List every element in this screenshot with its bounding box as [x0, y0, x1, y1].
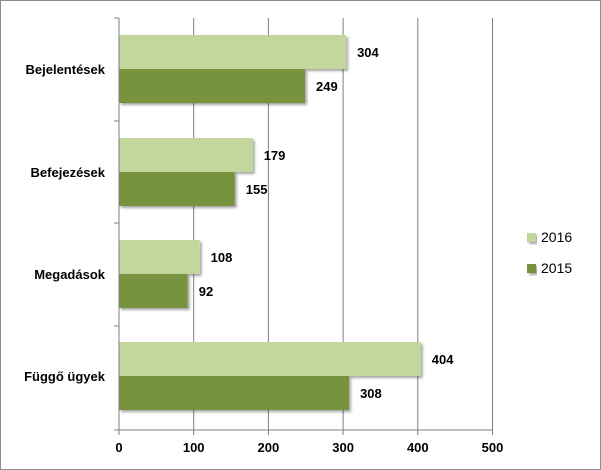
x-tick-label: 0 — [115, 440, 122, 455]
bar-2015-2 — [119, 172, 235, 206]
category-label: Megadások — [34, 267, 106, 282]
data-label-2016-4: 404 — [432, 352, 454, 367]
x-tick-label: 200 — [258, 440, 280, 455]
legend-swatch-2016 — [527, 233, 536, 242]
legend-label-2015: 2015 — [541, 260, 572, 276]
data-label-2015-1: 249 — [316, 79, 338, 94]
data-label-2016-1: 304 — [357, 45, 379, 60]
x-tick-label: 400 — [407, 440, 429, 455]
bar-2016-3 — [119, 240, 200, 274]
bar-2015-3 — [119, 274, 188, 308]
legend-swatch-2015 — [527, 264, 536, 273]
data-label-2015-3: 92 — [199, 284, 213, 299]
bar-2016-1 — [119, 35, 347, 69]
legend-label-2016: 2016 — [541, 229, 572, 245]
bar-2015-1 — [119, 69, 306, 103]
data-label-2015-4: 308 — [360, 386, 382, 401]
x-tick-label: 300 — [332, 440, 354, 455]
category-label: Függő ügyek — [24, 369, 106, 384]
category-label: Befejezések — [31, 165, 106, 180]
data-label-2016-2: 179 — [264, 148, 286, 163]
bar-2016-4 — [119, 342, 421, 376]
data-label-2015-2: 155 — [246, 182, 268, 197]
category-label: Bejelentések — [26, 62, 106, 77]
x-tick-label: 100 — [183, 440, 205, 455]
data-label-2016-3: 108 — [211, 250, 233, 265]
x-tick-label: 500 — [482, 440, 504, 455]
bar-2016-2 — [119, 138, 253, 172]
bar-2015-4 — [119, 376, 350, 410]
